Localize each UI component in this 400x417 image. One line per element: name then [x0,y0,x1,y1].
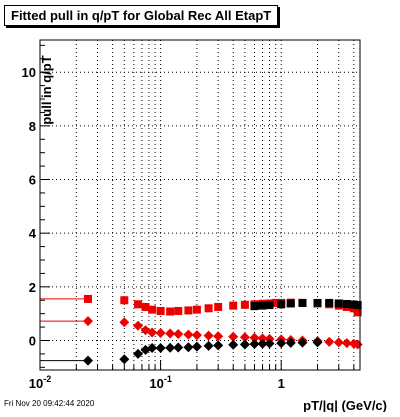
data-point-diamond [297,337,308,348]
data-point-diamond [82,316,93,327]
data-point-square [148,305,157,314]
data-point-square [258,301,267,310]
plot-frame [39,39,361,371]
y-axis-label: pull in q/pT [39,55,54,124]
data-point-square [298,298,307,307]
data-point-square [286,299,295,308]
data-point-square [229,301,238,310]
data-point-diamond [249,332,260,343]
grid-layer [39,40,360,370]
data-point-square [156,306,165,315]
data-point-square [353,301,362,310]
x-tick-label: 10-1 [149,374,171,391]
data-point-diamond [147,327,158,338]
timestamp: Fri Nov 20 09:42:44 2020 [4,399,95,408]
data-point-diamond [173,329,184,340]
data-point-square [250,302,259,311]
data-layer [40,294,363,366]
data-point-diamond [191,330,202,341]
data-point-diamond [333,337,344,348]
data-point-square [271,298,280,307]
data-point-diamond [257,333,268,344]
data-point-diamond [119,317,130,328]
data-point-square [353,308,362,317]
data-point-diamond [341,338,352,349]
data-point-diamond [155,327,166,338]
data-point-diamond [239,332,250,343]
data-point-square [184,306,193,315]
data-point-diamond [173,342,184,353]
data-point-square [192,305,201,314]
data-point-diamond [82,355,93,366]
data-point-square [240,300,249,309]
y-tick-label: 0 [29,333,36,348]
y-tick-label: 8 [29,119,36,134]
y-tick-label: 10 [22,65,36,80]
y-tick-label: 6 [29,173,36,188]
data-point-diamond [165,328,176,339]
data-point-diamond [249,338,260,349]
data-point-diamond [213,340,224,351]
data-point-diamond [203,330,214,341]
data-point-diamond [257,338,268,349]
y-tick-label: 4 [29,226,37,241]
data-point-square [265,301,274,310]
chart-title: Fitted pull in q/pT for Global Rec All E… [4,5,279,26]
data-point-diamond [312,337,323,348]
tick-layer: 0 2 4 6 8 10 10-2 10-1 1 [22,44,355,391]
data-point-diamond [183,342,194,353]
data-point-diamond [276,338,287,349]
data-point-square [166,307,175,316]
data-point-square [174,306,183,315]
data-point-square [141,302,150,311]
data-point-diamond [264,338,275,349]
data-point-diamond [203,340,214,351]
data-point-square [342,300,351,308]
data-point-diamond [147,343,158,353]
data-point-diamond [119,354,130,365]
data-point-square [120,296,129,305]
data-point-square [277,300,286,309]
data-point-square [83,294,92,303]
data-point-square [313,298,322,307]
data-point-diamond [285,337,296,348]
data-point-diamond [183,329,194,340]
data-point-diamond [324,336,335,347]
data-point-diamond [239,339,250,350]
x-tick-label: 10-2 [29,374,51,391]
data-point-square [334,299,343,308]
data-point-diamond [165,342,176,353]
data-point-square [204,304,213,313]
data-point-diamond [228,331,239,342]
data-point-diamond [213,331,224,342]
data-point-diamond [155,343,166,353]
data-point-square [325,298,334,307]
data-point-diamond [133,320,144,331]
data-point-diamond [133,348,144,359]
x-axis-label: pT/|q| (GeV/c) [303,398,387,412]
data-point-square [134,300,143,309]
data-point-square [214,302,223,311]
data-point-diamond [228,339,239,350]
data-point-diamond [191,341,202,352]
y-tick-label: 2 [29,280,36,295]
x-tick-label: 1 [278,376,285,391]
